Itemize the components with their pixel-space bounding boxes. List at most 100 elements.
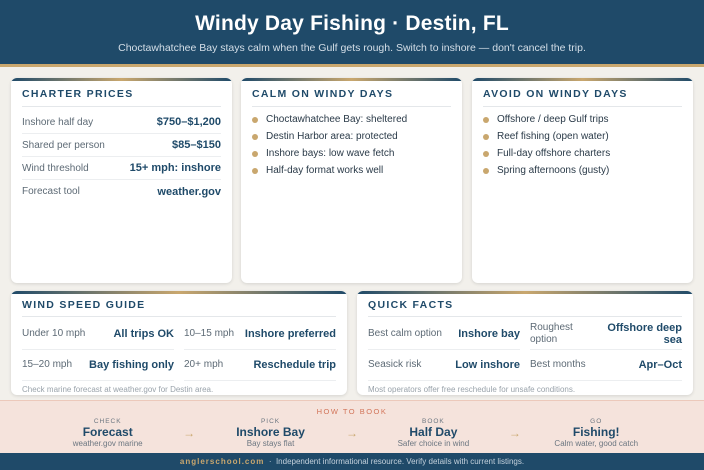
header: Windy Day Fishing · Destin, FL Choctawha…: [0, 0, 704, 64]
cell-value: All trips OK: [113, 328, 174, 340]
bullet-icon: [483, 150, 489, 157]
item-text: Half-day format works well: [266, 165, 384, 176]
item-text: Offshore / deep Gulf trips: [497, 114, 609, 125]
cell-label: 10–15 mph: [184, 328, 235, 339]
card-title: AVOID ON WINDY DAYS: [483, 78, 682, 107]
cell-label: Best months: [530, 359, 586, 370]
quick-facts-card: QUICK FACTS Best calm option Inshore bay R…: [357, 291, 693, 395]
arrow-right-icon: →: [345, 426, 358, 440]
step-label: PICK: [260, 418, 281, 425]
step-book: BOOK Half Day Safer choice in wind: [373, 418, 493, 448]
cell-value: Apr–Oct: [638, 359, 682, 371]
row-value: $750–$1,200: [156, 116, 221, 128]
step-label: BOOK: [421, 418, 445, 425]
footer-text: Independent informational resource. Veri…: [275, 457, 525, 466]
fact-cell: Seasick risk Low inshore: [368, 350, 520, 381]
cell-label: Seasick risk: [368, 359, 422, 370]
item-text: Inshore bays: low wave fetch: [266, 148, 395, 159]
cell-label: 15–20 mph: [22, 359, 73, 370]
avoid-card: AVOID ON WINDY DAYS Offshore / deep Gulf…: [472, 78, 693, 283]
bullet-icon: [483, 167, 489, 174]
cell-value: Bay fishing only: [89, 359, 174, 371]
step-go: GO Fishing! Calm water, good catch: [536, 418, 656, 448]
note: Check marine forecast at weather.gov for…: [22, 385, 214, 394]
step-desc: Safer choice in wind: [397, 439, 470, 448]
card-title: CHARTER PRICES: [22, 78, 221, 107]
fact-cell: Roughest option Offshore deep sea: [530, 319, 682, 350]
bullet-icon: [252, 150, 258, 157]
item-text: Full-day offshore charters: [497, 148, 611, 159]
cell-value: Offshore deep sea: [607, 322, 682, 346]
cell-label: Best calm option: [368, 328, 442, 339]
footer-brand-link[interactable]: anglerschool.com: [179, 457, 265, 466]
step-desc: weather.gov marine: [72, 439, 143, 448]
item-text: Reef fishing (open water): [497, 131, 609, 142]
separator: ·: [268, 457, 272, 466]
step-check: CHECK Forecast weather.gov marine: [48, 418, 168, 448]
cell-value: Reschedule trip: [253, 359, 336, 371]
list-item: Destin Harbor area: protected: [252, 128, 451, 145]
arrow-right-icon: →: [183, 426, 196, 440]
list-item: Spring afternoons (gusty): [483, 162, 682, 179]
charter-prices-card: CHARTER PRICES Inshore half day $750–$1,2…: [11, 78, 232, 283]
section-title: HOW TO BOOK: [316, 407, 388, 416]
row-label: Shared per person: [22, 139, 105, 151]
price-row: Inshore half day $750–$1,200: [22, 111, 221, 134]
step-title: Inshore Bay: [236, 425, 305, 439]
bullet-icon: [252, 133, 258, 140]
page-title: Windy Day Fishing · Destin, FL: [195, 12, 509, 35]
bullet-icon: [483, 133, 489, 140]
price-row: Forecast tool weather.gov: [22, 180, 221, 203]
item-text: Choctawhatchee Bay: sheltered: [266, 114, 408, 125]
bullet-icon: [483, 116, 489, 123]
fact-cell: 20+ mph Reschedule trip: [184, 350, 336, 381]
row-value: 15+ mph: inshore: [129, 162, 221, 174]
card-title: WIND SPEED GUIDE: [22, 291, 336, 317]
cell-label: 20+ mph: [184, 359, 224, 370]
row-value: $85–$150: [172, 139, 221, 151]
cell-label: Under 10 mph: [22, 328, 86, 339]
cell-value: Inshore preferred: [244, 328, 336, 340]
divider: [0, 64, 704, 67]
step-pick: PICK Inshore Bay Bay stays flat: [211, 418, 331, 448]
wind-speed-card: WIND SPEED GUIDE Under 10 mph All trips O…: [11, 291, 347, 395]
item-text: Destin Harbor area: protected: [266, 131, 398, 142]
bullet-icon: [252, 167, 258, 174]
item-text: Spring afternoons (gusty): [497, 165, 610, 176]
step-label: CHECK: [93, 418, 122, 425]
row-label: Forecast tool: [22, 186, 80, 197]
row-label: Inshore half day: [22, 116, 94, 128]
card-title: QUICK FACTS: [368, 291, 682, 317]
how-to-book: HOW TO BOOK CHECK Forecast weather.gov mar…: [0, 400, 704, 453]
list-item: Reef fishing (open water): [483, 128, 682, 145]
calm-card: CALM ON WINDY DAYS Choctawhatchee Bay: s…: [241, 78, 462, 283]
step-label: GO: [590, 418, 603, 425]
note: Most operators offer free reschedule for…: [368, 385, 576, 394]
cell-value: Inshore bay: [458, 328, 520, 340]
list-item: Offshore / deep Gulf trips: [483, 111, 682, 128]
step-title: Half Day: [409, 425, 458, 439]
cell-label: Roughest option: [530, 322, 573, 345]
step-desc: Bay stays flat: [246, 439, 295, 448]
row-value: weather.gov: [157, 185, 221, 198]
fact-cell: 10–15 mph Inshore preferred: [184, 319, 336, 350]
fact-cell: Best months Apr–Oct: [530, 350, 682, 381]
step-title: Forecast: [82, 425, 133, 439]
list-item: Choctawhatchee Bay: sheltered: [252, 111, 451, 128]
list-item: Half-day format works well: [252, 162, 451, 179]
fact-cell: Best calm option Inshore bay: [368, 319, 520, 350]
step-desc: Calm water, good catch: [554, 439, 639, 448]
arrow-right-icon: →: [508, 426, 521, 440]
list-item: Inshore bays: low wave fetch: [252, 145, 451, 162]
list-item: Full-day offshore charters: [483, 145, 682, 162]
step-title: Fishing!: [572, 425, 620, 439]
cell-value: Low inshore: [455, 359, 520, 371]
footer: anglerschool.com · Independent informati…: [0, 453, 704, 470]
page-subtitle: Choctawhatchee Bay stays calm when the G…: [118, 42, 586, 54]
bullet-icon: [252, 116, 258, 123]
price-row: Wind threshold 15+ mph: inshore: [22, 157, 221, 180]
row-label: Wind threshold: [22, 162, 89, 174]
fact-cell: 15–20 mph Bay fishing only: [22, 350, 174, 381]
price-row: Shared per person $85–$150: [22, 134, 221, 157]
fact-cell: Under 10 mph All trips OK: [22, 319, 174, 350]
